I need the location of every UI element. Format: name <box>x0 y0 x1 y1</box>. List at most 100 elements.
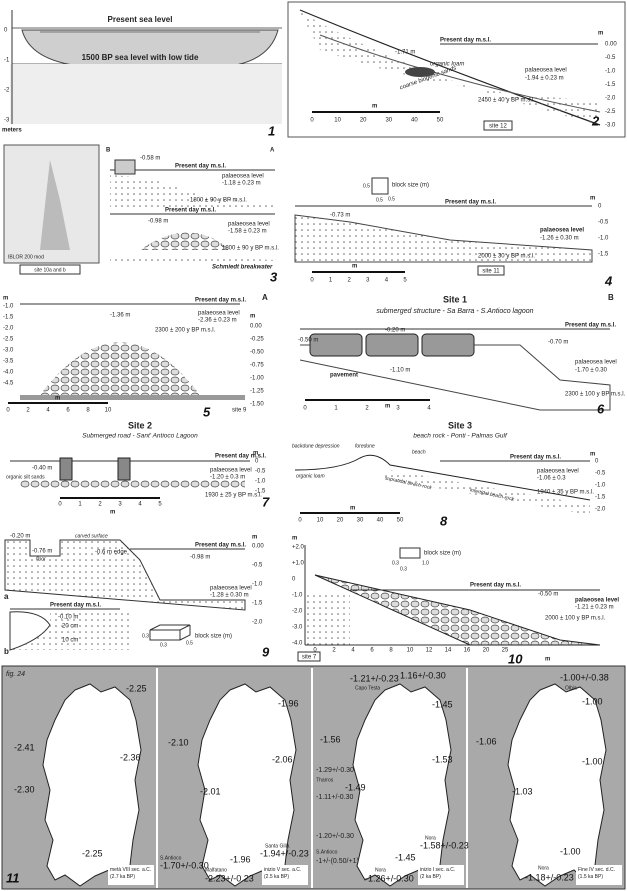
label: -0.76 m <box>32 549 52 555</box>
tick-label: -1.0 <box>3 304 14 310</box>
tick-label: -4.0 <box>292 641 303 647</box>
label: block size (m) <box>392 183 429 189</box>
label: m <box>590 452 595 458</box>
tick-label: 1 <box>329 278 333 284</box>
label: Site 1 <box>443 294 467 304</box>
label: -1.06 <box>476 736 497 746</box>
label: m <box>3 296 8 302</box>
label: m <box>110 510 115 516</box>
label: m <box>598 31 603 37</box>
tick-label: 10 <box>334 118 341 124</box>
panel-number: 5 <box>203 404 211 419</box>
label: -1.20+/-0.30 <box>316 833 354 840</box>
label: A <box>262 293 268 302</box>
tick-label: -3.0 <box>605 123 616 129</box>
tick-label: -3.0 <box>292 625 303 631</box>
label: -1.96 <box>278 698 299 708</box>
label: fig. 24 <box>6 671 25 678</box>
label: inizio I sec. a.C. (2 ka BP) <box>420 867 455 880</box>
label: 1500 BP sea level with low tide <box>82 53 199 62</box>
tick-label: 30 <box>385 118 392 124</box>
tick-label: -1.25 <box>250 389 264 395</box>
tick-label: -1.0 <box>255 479 266 485</box>
label: -2.25 <box>126 683 147 693</box>
tick-labels: 0.00 -0.5 -1.0 -1.5 -2.0 -2.5 -3.0 <box>605 42 617 129</box>
tick-label: -1.5 <box>595 495 606 501</box>
label: site 7 <box>302 655 317 661</box>
tick-label: 0 <box>298 518 302 524</box>
label: 0.3 <box>392 560 399 566</box>
label: -0.20 m <box>385 328 405 334</box>
label: organic loam <box>430 62 464 68</box>
label: S.Antioco <box>316 849 338 855</box>
label: beach <box>412 449 426 455</box>
label: 2450 ± 40 y BP m.s.l. <box>478 98 535 104</box>
label: -1.26+/-0.30 <box>365 873 414 883</box>
label: Site 3 <box>448 420 472 430</box>
label: 2000 ± 30 y BP m.s.l. <box>478 254 535 260</box>
label: Present day m.s.l. <box>510 455 561 461</box>
label: -1.20 ± 0.3 m <box>210 475 245 481</box>
label: m <box>352 264 357 270</box>
label: carved surface <box>75 533 108 539</box>
label: -1.00 <box>560 846 581 856</box>
label: a <box>4 592 9 601</box>
label: -1.21+/-0.23 <box>350 673 399 683</box>
label: m <box>350 506 355 512</box>
label: 1800 ± 90 y BP m.s.l. <box>222 246 279 252</box>
tick-label: -0.5 <box>255 469 266 475</box>
label: site 9 <box>232 408 247 414</box>
panel-number: 9 <box>262 644 270 659</box>
tick-label: 2 <box>332 648 336 654</box>
tick-label: -2.5 <box>3 337 14 343</box>
tick-label: 10 <box>407 648 414 654</box>
panel-1: Present sea level 1500 BP sea level with… <box>2 10 282 138</box>
label: -1.70 ± 0.30 <box>575 368 608 374</box>
tick-label: 0 <box>255 459 259 465</box>
label: -0.10 m <box>58 615 78 621</box>
tick-label: -2.0 <box>252 620 263 626</box>
label: foredune <box>355 443 375 449</box>
label: Malfatano <box>205 867 227 873</box>
label: -0.50 m <box>538 592 558 598</box>
label: -1.36 m <box>110 313 130 319</box>
label: palaeosea level <box>222 174 264 180</box>
label: -1.53 <box>432 754 453 764</box>
label: palaeosea level <box>537 469 579 475</box>
label: block size (m) <box>424 551 461 557</box>
label: m <box>385 404 390 410</box>
tick-labels: 0.00 -0.25 -0.50 -0.75 -1.00 -1.25 -1.50 <box>250 324 264 408</box>
label: IBLOR 200 mod <box>8 254 44 260</box>
tick-label: 0 <box>303 406 307 412</box>
tick-label: 5 <box>403 278 407 284</box>
label: m <box>252 535 257 541</box>
label: -1.28 ± 0.30 m <box>210 593 249 599</box>
tick-label: 6 <box>370 648 374 654</box>
label: -1.03 <box>512 786 533 796</box>
tick-labels: 0 -0.5 -1.0 -1.5 <box>255 459 266 495</box>
panel-number: 10 <box>508 651 523 666</box>
tick-label: 8 <box>389 648 393 654</box>
tick-label: 4 <box>138 502 142 508</box>
label: Nora <box>375 867 386 873</box>
label: Present day m.s.l. <box>215 454 266 460</box>
label: Present day m.s.l. <box>445 200 496 206</box>
tick-labels: 0 2 4 6 8 10 <box>6 408 112 414</box>
label: -1.18+/-0.23 <box>525 872 574 882</box>
label: -0.20 m <box>10 534 30 540</box>
label: 0.3 <box>142 633 149 639</box>
label: Capo Testa <box>355 685 380 691</box>
panel-5: Present day m.s.l. -1.36 m palaeosea lev… <box>3 293 268 419</box>
label: organic silt sands <box>6 474 45 480</box>
tick-label: 2 <box>26 408 30 414</box>
tick-labels: 0 10 20 30 40 50 <box>310 118 444 124</box>
label: Submerged road - Sant' Antioco Lagoon <box>82 433 198 440</box>
tick-label: -3.0 <box>3 348 14 354</box>
tick-label: -0.5 <box>252 563 263 569</box>
label: m <box>292 536 297 542</box>
tick-labels: 0 2 4 6 8 10 12 14 16 20 25 <box>313 648 509 654</box>
tick-label: -2.0 <box>3 326 14 332</box>
label: meters <box>2 128 22 134</box>
label: Present day m.s.l. <box>565 323 616 329</box>
